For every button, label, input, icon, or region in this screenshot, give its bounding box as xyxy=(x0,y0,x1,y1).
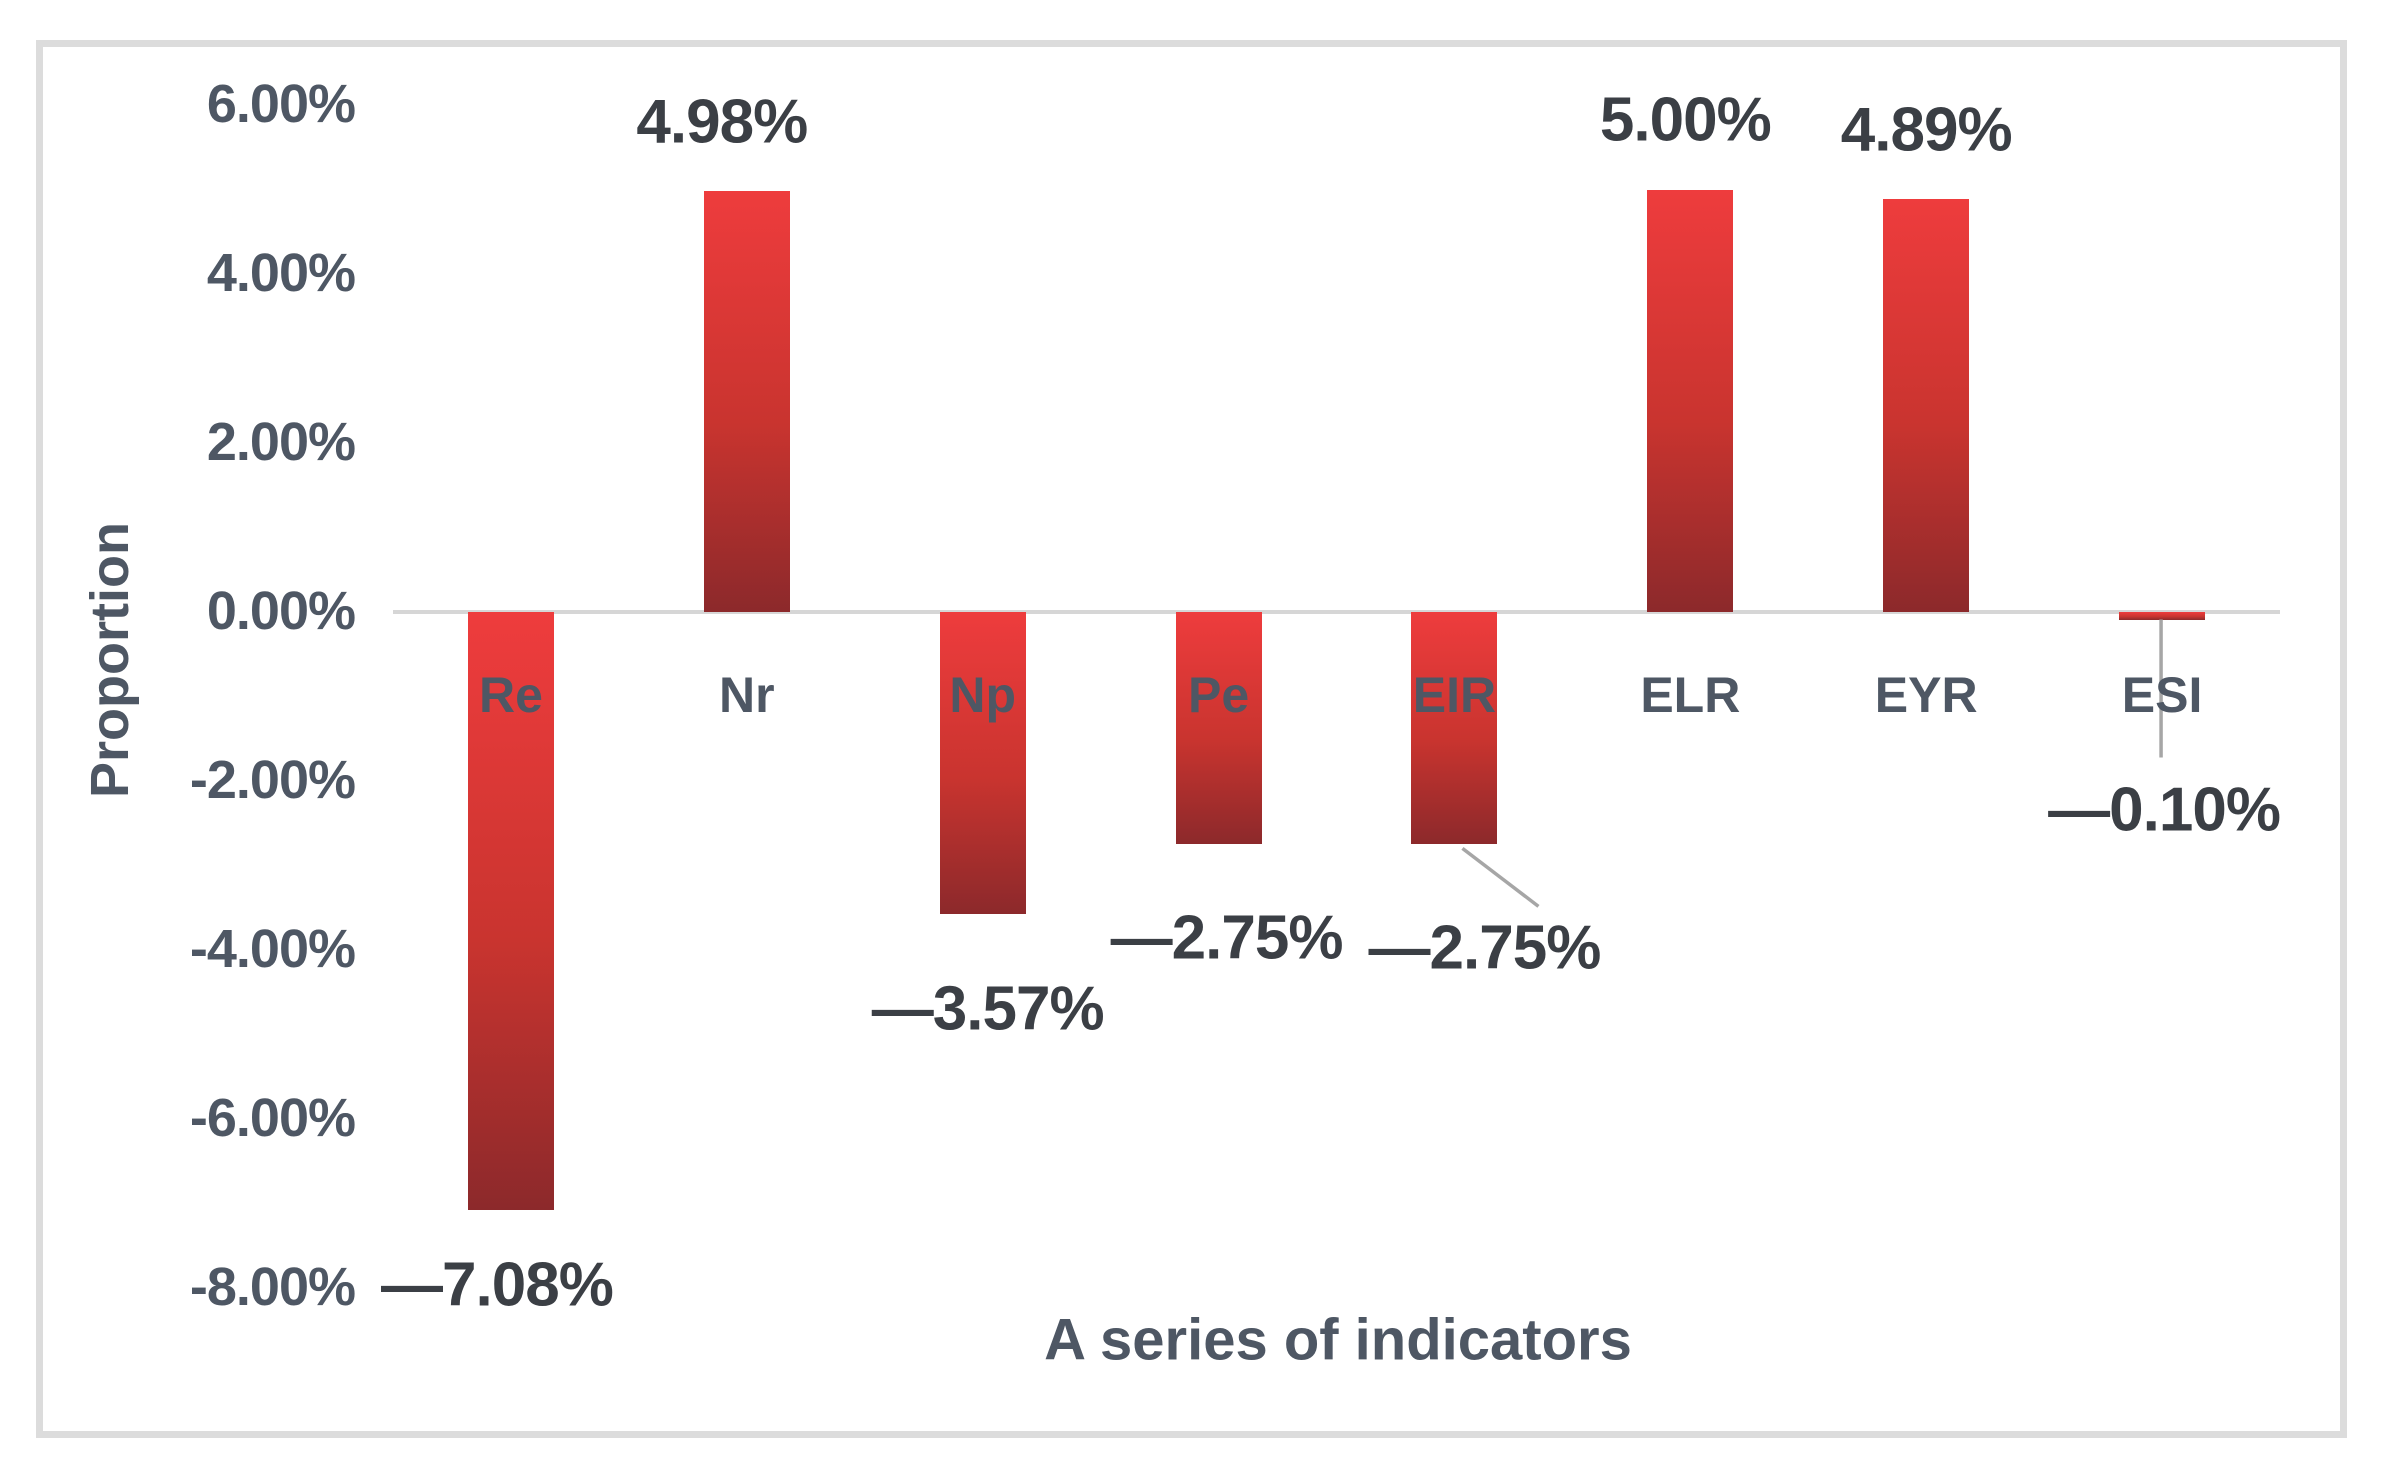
data-label-eyr: 4.89% xyxy=(1840,95,2013,165)
x-category-label-pe: Pe xyxy=(1187,667,1250,723)
y-tick-label: -2.00% xyxy=(189,749,356,810)
y-tick-label: 4.00% xyxy=(206,242,356,303)
y-tick-label: 2.00% xyxy=(206,411,356,472)
x-category-label-esi: ESI xyxy=(2121,667,2203,723)
data-label-pe: —2.75% xyxy=(1110,903,1344,973)
data-label-esi: —0.10% xyxy=(2048,775,2281,845)
bar-re xyxy=(467,612,554,1211)
data-label-np: —3.57% xyxy=(871,974,1105,1044)
bar-eir xyxy=(1411,612,1498,845)
y-tick-label: 6.00% xyxy=(206,73,356,134)
zero-axis-line xyxy=(393,610,2280,614)
bar-esi xyxy=(2119,612,2206,621)
x-axis-title: A series of indicators xyxy=(1044,1307,1632,1373)
x-category-label-eyr: EYR xyxy=(1874,667,1978,723)
bar-np xyxy=(939,612,1026,914)
x-category-label-re: Re xyxy=(478,667,543,723)
y-tick-label: -4.00% xyxy=(189,918,356,979)
bar-nr xyxy=(703,191,790,612)
bar-eyr xyxy=(1883,198,1970,612)
x-category-label-np: Np xyxy=(949,667,1017,723)
x-category-label-nr: Nr xyxy=(719,667,775,723)
y-tick-label: 0.00% xyxy=(206,580,356,641)
data-label-nr: 4.98% xyxy=(636,87,808,157)
y-tick-label: -8.00% xyxy=(189,1256,356,1317)
leader-line-eir xyxy=(1461,846,1540,908)
x-category-label-elr: ELR xyxy=(1640,667,1741,723)
data-label-re: —7.08% xyxy=(381,1250,614,1320)
bar-elr xyxy=(1647,189,1734,612)
x-category-label-eir: EIR xyxy=(1412,667,1497,723)
data-label-eir: —2.75% xyxy=(1368,913,1602,983)
data-label-elr: 5.00% xyxy=(1599,85,1772,154)
y-tick-label: -6.00% xyxy=(189,1087,356,1148)
bar-pe xyxy=(1175,612,1262,845)
